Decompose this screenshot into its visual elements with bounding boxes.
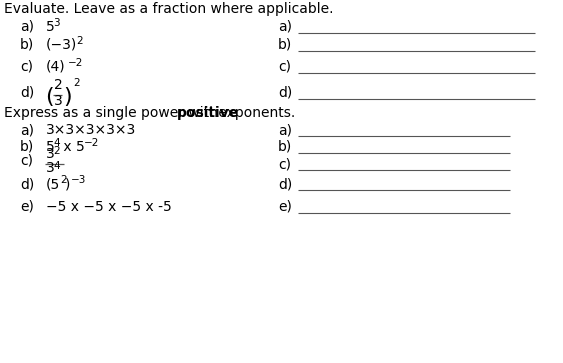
Text: positive: positive	[177, 106, 239, 120]
Text: b): b)	[20, 38, 34, 52]
Text: −3: −3	[71, 175, 86, 185]
Text: 3: 3	[53, 18, 60, 28]
Text: 3: 3	[46, 161, 55, 175]
Text: exponents.: exponents.	[214, 106, 295, 120]
Text: Express as a single power with: Express as a single power with	[4, 106, 222, 120]
Text: 3: 3	[46, 147, 55, 161]
Text: 4: 4	[53, 161, 60, 171]
Text: 2: 2	[54, 78, 62, 92]
Text: a): a)	[278, 20, 292, 34]
Text: b): b)	[20, 140, 34, 154]
Text: 2: 2	[53, 146, 60, 156]
Text: a): a)	[20, 123, 34, 137]
Text: 4: 4	[53, 138, 60, 148]
Text: −2: −2	[84, 138, 100, 148]
Text: (5: (5	[46, 177, 60, 191]
Text: d): d)	[20, 86, 34, 100]
Text: x 5: x 5	[59, 140, 85, 154]
Text: e): e)	[278, 200, 292, 214]
Text: ): )	[65, 177, 70, 191]
Text: e): e)	[20, 200, 34, 214]
Text: d): d)	[278, 177, 292, 191]
Text: Evaluate. Leave as a fraction where applicable.: Evaluate. Leave as a fraction where appl…	[4, 2, 333, 16]
Text: c): c)	[278, 60, 291, 74]
Text: (4): (4)	[46, 60, 66, 74]
Text: 3×3×3×3×3: 3×3×3×3×3	[46, 123, 136, 137]
Text: d): d)	[278, 86, 292, 100]
Text: 2: 2	[76, 36, 83, 46]
Text: c): c)	[20, 60, 33, 74]
Text: b): b)	[278, 38, 292, 52]
Text: (: (	[45, 87, 53, 107]
Text: 3: 3	[54, 94, 62, 108]
Text: b): b)	[278, 140, 292, 154]
Text: a): a)	[20, 20, 34, 34]
Text: 2: 2	[60, 175, 66, 185]
Text: −5 x −5 x −5 x -5: −5 x −5 x −5 x -5	[46, 200, 172, 214]
Text: c): c)	[278, 157, 291, 171]
Text: 5: 5	[46, 140, 55, 154]
Text: (−3): (−3)	[46, 38, 77, 52]
Text: 5: 5	[46, 20, 55, 34]
Text: c): c)	[20, 153, 33, 167]
Text: a): a)	[278, 123, 292, 137]
Text: d): d)	[20, 177, 34, 191]
Text: ): )	[63, 87, 72, 107]
Text: 2: 2	[73, 78, 79, 88]
Text: −2: −2	[68, 58, 83, 68]
